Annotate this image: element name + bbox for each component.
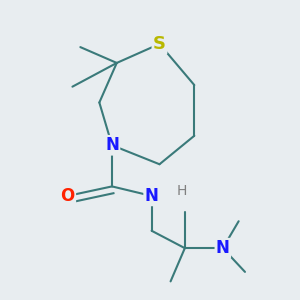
- Text: H: H: [176, 184, 187, 198]
- Text: N: N: [216, 239, 230, 257]
- Text: O: O: [61, 187, 75, 205]
- Text: S: S: [153, 35, 166, 53]
- Text: N: N: [145, 187, 158, 205]
- Text: N: N: [105, 136, 119, 154]
